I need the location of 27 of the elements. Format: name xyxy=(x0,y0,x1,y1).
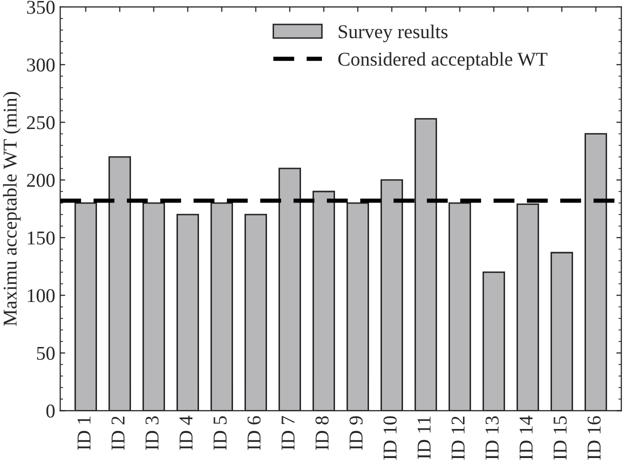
x-tick-label: ID 14 xyxy=(520,416,533,460)
y-tick-label: 100 xyxy=(28,289,55,302)
x-tick-label: ID 11 xyxy=(418,416,431,459)
x-tick-label: ID 9 xyxy=(350,416,363,450)
x-tick-label: ID 6 xyxy=(248,416,261,450)
x-tick-label: ID 8 xyxy=(316,416,329,450)
x-tick-label: ID 13 xyxy=(486,416,499,460)
x-tick-label: ID 12 xyxy=(452,416,465,460)
x-tick-label: ID 16 xyxy=(588,416,601,460)
x-tick-label: ID 7 xyxy=(282,416,294,450)
y-tick-label: 250 xyxy=(27,116,55,130)
x-tick-label: ID 2 xyxy=(112,416,124,450)
x-tick-label: ID 1 xyxy=(78,416,90,450)
y-tick-label: 350 xyxy=(27,0,55,14)
y-tick-label: 50 xyxy=(37,346,55,360)
y-axis-title: Maximu acceptable WT (min) xyxy=(3,92,21,326)
y-tick-label: 0 xyxy=(46,404,55,418)
legend-label: Survey results xyxy=(338,24,448,42)
y-tick-label: 300 xyxy=(27,58,55,72)
x-tick-label: ID 4 xyxy=(180,416,192,450)
y-tick-label: 200 xyxy=(27,174,55,187)
legend-label: Considered acceptable WT xyxy=(338,52,548,70)
x-tick-label: ID 15 xyxy=(554,416,567,460)
x-tick-label: ID 10 xyxy=(384,416,397,460)
y-tick-label: 150 xyxy=(28,231,55,245)
x-tick-label: ID 3 xyxy=(146,416,159,450)
x-tick-label: ID 5 xyxy=(214,416,227,450)
